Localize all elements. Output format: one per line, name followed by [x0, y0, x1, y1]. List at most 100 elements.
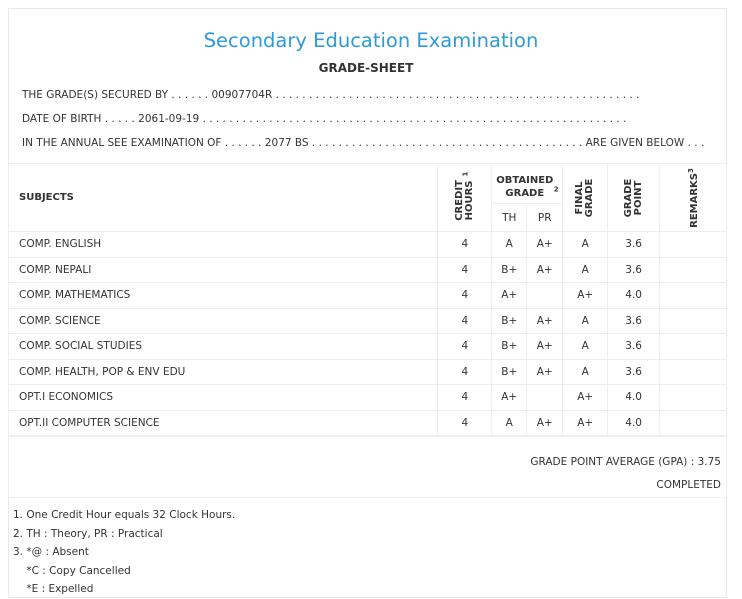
theory-grade-cell: B+ [491, 358, 528, 385]
header-grade-point-text: GRADE POINT [623, 178, 644, 218]
grades-table: SUBJECTS CREDIT HOURS 1 OBTAINED GRADE 2 F… [7, 163, 727, 436]
theory-grade-cell: A+ [491, 282, 528, 309]
header-remarks-sup: 3 [686, 167, 695, 173]
theory-grade-cell: A [491, 409, 528, 436]
final-grade-cell: A [562, 358, 609, 385]
remarks-cell [659, 384, 727, 411]
credit-hours-cell: 4 [437, 333, 493, 360]
final-grade-cell: A+ [562, 409, 609, 436]
final-grade-cell: A [562, 231, 609, 258]
subject-cell: OPT.II COMPUTER SCIENCE [7, 409, 439, 436]
footnote: 2. TH : Theory, PR : Practical [13, 527, 163, 540]
practical-grade-cell: A+ [526, 307, 564, 334]
header-final-grade-label: FINAL GRADE [574, 178, 596, 217]
remarks-cell [659, 307, 727, 334]
grade-point-cell: 3.6 [607, 307, 661, 334]
grade-point-cell: 3.6 [607, 231, 661, 258]
theory-grade-cell: B+ [491, 333, 528, 360]
summary-box [8, 436, 727, 498]
grade-point-cell: 3.6 [607, 256, 661, 283]
gpa-value: 3.75 [697, 456, 721, 468]
final-grade-cell: A [562, 256, 609, 283]
gpa-label: GRADE POINT AVERAGE (GPA) : [530, 456, 698, 468]
remarks-cell [659, 333, 727, 360]
footnote: 3. *@ : Absent [13, 546, 89, 558]
grade-point-cell: 3.6 [607, 358, 661, 385]
date-of-birth: 2061-09-19 [138, 113, 200, 125]
theory-grade-cell: A [491, 231, 528, 258]
header-pr: PR [526, 203, 564, 232]
grade-point-cell: 3.6 [607, 333, 661, 360]
student-line: THE GRADE(S) SECURED BY . . . . . . 0090… [22, 89, 639, 101]
student-line-suffix: . . . . . . . . . . . . . . . . . . . . … [272, 89, 640, 101]
practical-grade-cell: A+ [526, 358, 564, 385]
credit-hours-cell: 4 [437, 231, 493, 258]
header-credit-hours-text: CREDIT HOURS 1 [453, 171, 475, 224]
subject-cell: COMP. MATHEMATICS [7, 282, 439, 309]
practical-grade-cell: A+ [526, 231, 564, 258]
practical-grade-cell [526, 282, 564, 309]
result-status: COMPLETED [656, 479, 721, 491]
remarks-cell [659, 409, 727, 436]
footnotes: 1. One Credit Hour equals 32 Clock Hours… [13, 506, 235, 599]
credit-hours-cell: 4 [437, 256, 493, 283]
student-line-prefix: THE GRADE(S) SECURED BY . . . . . . [22, 89, 212, 101]
table-row: OPT.I ECONOMICS 4 A+ A+ 4.0 [7, 384, 727, 411]
credit-hours-cell: 4 [437, 409, 493, 436]
subject-cell: COMP. HEALTH, POP & ENV EDU [7, 358, 439, 385]
subject-cell: COMP. ENGLISH [7, 231, 439, 258]
final-grade-cell: A [562, 307, 609, 334]
practical-grade-cell [526, 384, 564, 411]
table-row: COMP. MATHEMATICS 4 A+ A+ 4.0 [7, 282, 727, 309]
grades-table-body: COMP. ENGLISH 4 A A+ A 3.6 COMP. NEPALI 4 B+ A+ A 3… [7, 231, 727, 436]
header-subjects: SUBJECTS [7, 163, 439, 232]
exam-line-suffix: . . . . . . . . . . . . . . . . . . . . … [308, 137, 705, 149]
practical-grade-cell: A+ [526, 409, 564, 436]
table-row: COMP. SCIENCE 4 B+ A+ A 3.6 [7, 307, 727, 334]
table-row: COMP. NEPALI 4 B+ A+ A 3.6 [7, 256, 727, 283]
remarks-cell [659, 358, 727, 385]
grades-table-wrap: SUBJECTS CREDIT HOURS 1 OBTAINED GRADE 2 F… [7, 163, 727, 436]
exam-line: IN THE ANNUAL SEE EXAMINATION OF . . . .… [22, 137, 704, 149]
header-remarks: REMARKS3 [659, 163, 727, 232]
dob-line-prefix: DATE OF BIRTH . . . . . [22, 113, 139, 125]
table-row: COMP. HEALTH, POP & ENV EDU 4 B+ A+ A 3.6 [7, 358, 727, 385]
credit-hours-cell: 4 [437, 358, 493, 385]
final-grade-cell: A [562, 333, 609, 360]
header-remarks-label: REMARKS [689, 172, 701, 228]
dob-line: DATE OF BIRTH . . . . . 2061-09-19 . . .… [22, 113, 626, 125]
subject-cell: COMP. SCIENCE [7, 307, 439, 334]
practical-grade-cell: A+ [526, 256, 564, 283]
dob-line-suffix: . . . . . . . . . . . . . . . . . . . . … [199, 113, 627, 125]
header-credit-hours: CREDIT HOURS 1 [437, 163, 493, 232]
symbol-number: 00907704R [211, 89, 273, 101]
grade-point-cell: 4.0 [607, 409, 661, 436]
header-grade-point: GRADE POINT [607, 163, 661, 232]
subject-cell: COMP. NEPALI [7, 256, 439, 283]
grade-point-cell: 4.0 [607, 282, 661, 309]
header-obtained-sup: 2 [553, 185, 559, 194]
table-row: COMP. ENGLISH 4 A A+ A 3.6 [7, 231, 727, 258]
header-obtained-label: OBTAINED GRADE [496, 174, 554, 199]
remarks-cell [659, 282, 727, 309]
header-final-grade: FINAL GRADE [562, 163, 609, 232]
header-final-grade-text: FINAL GRADE [574, 178, 596, 218]
page-subtitle: GRADE-SHEET [318, 61, 414, 75]
header-credit-sup: 1 [461, 171, 470, 176]
exam-line-prefix: IN THE ANNUAL SEE EXAMINATION OF . . . .… [22, 137, 265, 149]
footnote: 1. One Credit Hour equals 32 Clock Hours… [13, 509, 236, 521]
exam-year: 2077 BS [264, 137, 309, 149]
footnote: *C : Copy Cancelled [13, 564, 131, 577]
credit-hours-cell: 4 [437, 307, 493, 334]
footnote: *E : Expelled [13, 583, 94, 595]
table-row: COMP. SOCIAL STUDIES 4 B+ A+ A 3.6 [7, 333, 727, 360]
gpa-line: GRADE POINT AVERAGE (GPA) : 3.75 [530, 456, 721, 468]
table-row: OPT.II COMPUTER SCIENCE 4 A A+ A+ 4.0 [7, 409, 727, 436]
credit-hours-cell: 4 [437, 384, 493, 411]
subject-cell: COMP. SOCIAL STUDIES [7, 333, 439, 360]
header-obtained-grade: OBTAINED GRADE 2 [491, 163, 564, 204]
header-credit-hours-label: CREDIT HOURS [453, 179, 475, 221]
theory-grade-cell: B+ [491, 256, 528, 283]
credit-hours-cell: 4 [437, 282, 493, 309]
final-grade-cell: A+ [562, 282, 609, 309]
